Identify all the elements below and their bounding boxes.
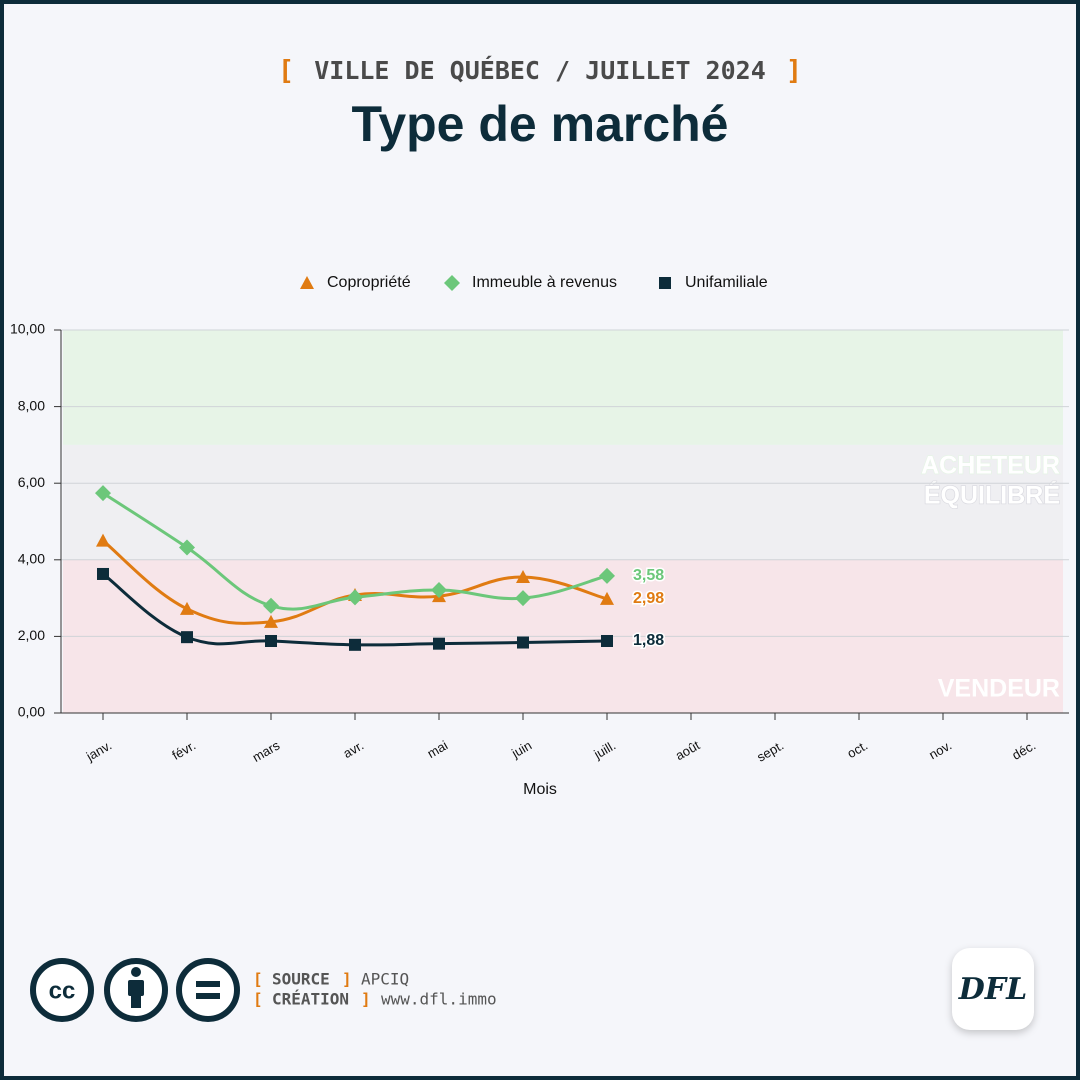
marker	[95, 485, 111, 502]
marker	[433, 637, 445, 650]
marker	[599, 567, 615, 584]
by-head	[131, 967, 141, 977]
zone-label: VENDEUR	[938, 675, 1060, 703]
y-tick-label: 2,00	[18, 627, 45, 643]
marker	[601, 634, 613, 647]
by-legs	[131, 994, 141, 1008]
data-label: 1,88	[633, 632, 664, 649]
legend-item: Immeuble à revenus	[444, 274, 617, 291]
y-tick-label: 4,00	[18, 551, 45, 567]
bracket: [	[253, 990, 263, 1009]
marker	[180, 601, 194, 615]
marker	[515, 590, 531, 607]
marker	[265, 634, 277, 647]
bracket: ]	[361, 990, 371, 1009]
zone-label: ÉQUILIBRÉ	[924, 481, 1060, 510]
legend-marker	[300, 276, 314, 289]
nd-icon	[176, 958, 240, 1022]
marker	[431, 582, 447, 599]
marker	[263, 597, 279, 614]
source: APCIQ	[361, 970, 409, 989]
source-label: SOURCE	[272, 970, 330, 989]
cc-icons: cc	[30, 958, 240, 1022]
bracket: ]	[786, 56, 802, 87]
bracket: [	[253, 970, 263, 989]
y-tick-label: 0,00	[18, 704, 45, 720]
marker	[600, 591, 614, 605]
credits: [ SOURCE ] APCIQ [ CRÉATION ] www.dfl.im…	[253, 970, 497, 1009]
chart-subtitle: VILLE DE QUÉBEC / JUILLET 2024	[314, 56, 766, 85]
marker	[517, 636, 529, 649]
logo-box	[952, 948, 1034, 1030]
marker	[516, 570, 530, 584]
creation-label: CRÉATION	[272, 990, 349, 1009]
nd-bar	[196, 993, 220, 999]
bracket: [	[278, 56, 294, 87]
marker	[179, 539, 195, 556]
x-axis-title: Mois	[523, 781, 557, 798]
creation: www.dfl.immo	[381, 990, 497, 1009]
logo: DFL	[958, 972, 1027, 1007]
y-tick-label: 8,00	[18, 397, 45, 413]
marker	[264, 614, 278, 628]
legend-label: Copropriété	[327, 274, 411, 291]
y-tick-label: 10,00	[10, 321, 45, 337]
marker	[97, 567, 109, 580]
legend-label: Immeuble à revenus	[472, 274, 617, 291]
y-tick-label: 6,00	[18, 474, 45, 490]
cc-icon	[30, 958, 94, 1022]
legend-item: Unifamiliale	[659, 274, 768, 291]
nd-bar	[196, 981, 220, 987]
legend-marker	[659, 277, 671, 289]
legend-marker	[444, 275, 460, 291]
legend-label: Unifamiliale	[685, 274, 768, 291]
marker	[181, 631, 193, 644]
zone	[63, 330, 1063, 445]
marker	[347, 589, 363, 606]
marker	[96, 533, 110, 547]
zone-label: ACHETEUR	[921, 452, 1060, 480]
data-label: 3,58	[633, 567, 664, 584]
marker	[349, 638, 361, 651]
cc-text: cc	[49, 977, 76, 1004]
chart-title: Type de marché	[351, 96, 728, 152]
legend-item: Copropriété	[300, 274, 411, 291]
zone	[63, 444, 1063, 560]
data-label: 2,98	[633, 590, 664, 607]
by-body	[128, 980, 144, 996]
bracket: ]	[342, 970, 352, 989]
